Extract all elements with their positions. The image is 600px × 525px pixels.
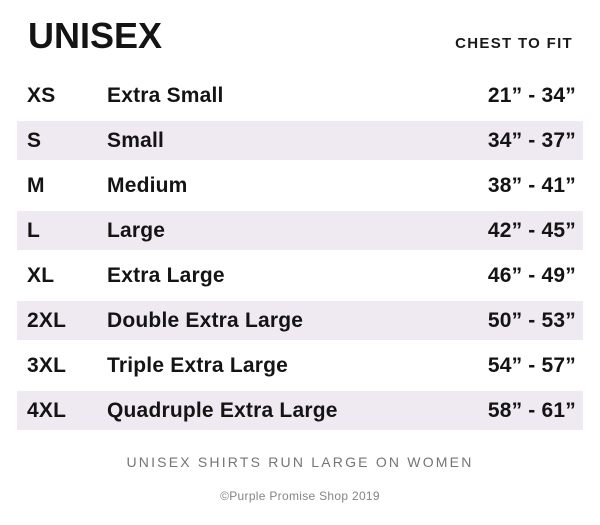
size-name: Double Extra Large [107, 308, 304, 332]
chest-range: 34” - 37” [487, 128, 576, 152]
table-row-s: S Small 34” - 37” [17, 118, 583, 163]
size-code: 2XL [27, 308, 67, 332]
size-code: M [27, 173, 45, 197]
table-row-l: L Large 42” - 45” [17, 208, 583, 253]
table-row-4xl: 4XL Quadruple Extra Large 58” - 61” [17, 388, 583, 433]
size-name: Medium [107, 173, 188, 197]
table-row-xs: XS Extra Small 21” - 34” [17, 73, 583, 118]
size-name: Quadruple Extra Large [107, 398, 338, 422]
chest-range: 54” - 57” [487, 353, 576, 377]
size-name: Extra Large [107, 263, 225, 287]
size-code: S [27, 128, 42, 152]
size-name: Extra Small [107, 83, 224, 107]
size-name: Triple Extra Large [107, 353, 289, 377]
size-code: L [27, 218, 41, 242]
size-table: XS Extra Small 21” - 34” S Small 34” - 3… [17, 73, 583, 433]
chest-range: 42” - 45” [487, 218, 576, 242]
chest-range: 58” - 61” [487, 398, 576, 422]
size-name: Large [107, 218, 166, 242]
size-name: Small [107, 128, 165, 152]
size-code: 3XL [27, 353, 67, 377]
table-row-xl: XL Extra Large 46” - 49” [17, 253, 583, 298]
table-row-m: M Medium 38” - 41” [17, 163, 583, 208]
size-code: 4XL [27, 398, 67, 422]
chest-range: 38” - 41” [487, 173, 576, 197]
chest-range: 50” - 53” [487, 308, 576, 332]
size-code: XL [27, 263, 55, 287]
copyright-text: ©Purple Promise Shop 2019 [220, 489, 380, 503]
chest-to-fit-column-header: CHEST TO FIT [455, 35, 573, 52]
chart-header: UNISEX CHEST TO FIT [0, 0, 600, 54]
chest-range: 46” - 49” [487, 263, 576, 287]
fit-disclaimer-note: UNISEX SHIRTS RUN LARGE ON WOMEN [126, 454, 474, 470]
page-title: UNISEX [28, 15, 163, 56]
table-row-2xl: 2XL Double Extra Large 50” - 53” [17, 298, 583, 343]
table-row-3xl: 3XL Triple Extra Large 54” - 57” [17, 343, 583, 388]
size-code: XS [27, 83, 56, 107]
chest-range: 21” - 34” [487, 83, 576, 107]
